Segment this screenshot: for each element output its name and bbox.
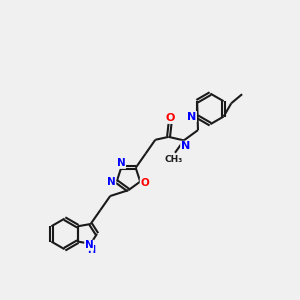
Text: N: N bbox=[85, 240, 94, 250]
Text: O: O bbox=[140, 178, 149, 188]
Text: H: H bbox=[87, 245, 95, 255]
Text: N: N bbox=[117, 158, 125, 168]
Text: CH₃: CH₃ bbox=[164, 155, 183, 164]
Text: N: N bbox=[187, 112, 196, 122]
Text: O: O bbox=[165, 113, 175, 123]
Text: N: N bbox=[107, 177, 116, 187]
Text: N: N bbox=[181, 141, 190, 151]
